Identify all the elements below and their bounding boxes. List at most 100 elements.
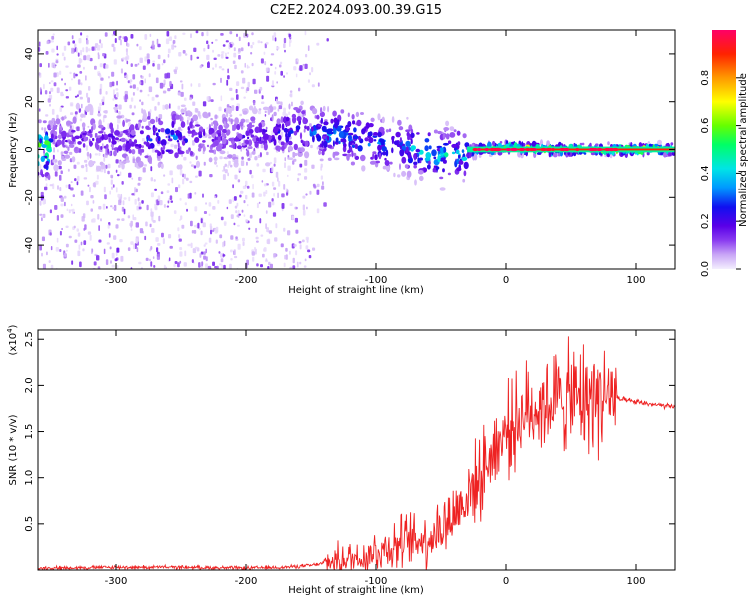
noise-blob	[50, 40, 54, 43]
ridge-blob	[236, 123, 241, 131]
noise-blob	[175, 187, 178, 193]
ridge-blob	[369, 160, 376, 165]
noise-blob	[169, 195, 173, 200]
noise-blob	[174, 144, 178, 149]
ridge-blob	[415, 148, 421, 153]
noise-blob	[68, 209, 71, 214]
noise-blob	[212, 261, 215, 266]
ridge-blob	[44, 140, 50, 146]
ridge-blob	[137, 121, 141, 129]
ridge-blob	[82, 132, 87, 136]
noise-blob	[206, 96, 210, 101]
noise-blob	[46, 40, 50, 45]
noise-blob	[169, 103, 171, 109]
colorbar-tick-label: 0.6	[700, 118, 711, 134]
noise-blob	[105, 64, 109, 69]
noise-blob	[148, 258, 151, 262]
tone-peak	[511, 147, 517, 152]
ridge-blob	[330, 118, 334, 124]
x-tick-label: -300	[105, 576, 128, 587]
ridge-blob	[271, 114, 274, 122]
ridge-blob	[378, 126, 385, 133]
noise-blob	[190, 242, 193, 249]
ridge-blob	[158, 129, 161, 133]
noise-blob	[263, 51, 266, 55]
noise-blob	[60, 214, 64, 218]
ridge-blob	[338, 131, 344, 138]
noise-blob	[118, 36, 121, 41]
noise-blob	[277, 192, 279, 199]
noise-blob	[206, 127, 209, 130]
ridge-blob	[364, 137, 369, 142]
ridge-blob	[160, 127, 165, 133]
noise-blob	[142, 167, 146, 173]
noise-blob	[177, 262, 180, 268]
noise-blob	[259, 86, 263, 91]
noise-blob	[194, 224, 196, 228]
noise-blob	[129, 79, 132, 85]
ridge-blob	[130, 129, 136, 136]
noise-blob	[77, 232, 81, 237]
noise-blob	[74, 95, 78, 98]
ridge-blob	[125, 159, 130, 163]
ridge-blob	[389, 161, 393, 165]
ridge-blob	[327, 144, 333, 149]
ridge-blob	[167, 138, 173, 142]
noise-blob	[77, 52, 80, 57]
noise-blob	[320, 175, 323, 180]
ridge-blob	[246, 123, 253, 128]
noise-blob	[304, 159, 308, 166]
ridge-blob	[47, 148, 52, 153]
noise-blob	[211, 229, 215, 233]
noise-blob	[265, 210, 268, 214]
noise-blob	[307, 79, 310, 83]
x-tick-label: -100	[365, 576, 388, 587]
noise-blob	[117, 124, 119, 130]
noise-blob	[238, 167, 242, 171]
noise-blob	[68, 86, 72, 91]
noise-blob	[84, 159, 88, 163]
snr-axes: -300 -200 -100 0 100 0.5 1.0 1.5 2.0 2.5	[24, 330, 675, 587]
noise-blob	[271, 201, 275, 206]
ridge-blob	[59, 125, 63, 131]
noise-blob	[150, 208, 153, 212]
ridge-blob	[146, 136, 149, 143]
ridge-blob	[377, 113, 381, 121]
noise-blob	[299, 163, 303, 168]
ridge-blob	[45, 161, 50, 166]
noise-blob	[86, 35, 89, 38]
noise-blob	[43, 148, 45, 154]
ridge-blob	[663, 152, 667, 158]
noise-blob	[122, 200, 125, 206]
ridge-blob	[462, 133, 467, 139]
noise-blob	[251, 251, 255, 256]
ridge-blob	[405, 140, 411, 147]
noise-blob	[60, 151, 64, 156]
noise-blob	[276, 46, 280, 50]
noise-blob	[263, 248, 266, 252]
noise-blob	[236, 33, 238, 37]
noise-blob	[296, 59, 299, 62]
noise-blob	[230, 214, 234, 219]
ridge-blob	[258, 122, 262, 130]
noise-blob	[64, 82, 66, 86]
noise-blob	[157, 43, 161, 48]
tone-peak	[541, 147, 546, 152]
noise-blob	[39, 87, 42, 92]
noise-blob	[39, 244, 42, 251]
ridge-blob	[215, 145, 222, 152]
noise-blob	[268, 230, 272, 234]
ridge-blob	[203, 130, 206, 136]
noise-blob	[85, 166, 88, 173]
noise-blob	[105, 259, 109, 265]
noise-blob	[97, 214, 100, 220]
noise-blob	[139, 57, 143, 63]
noise-blob	[265, 258, 268, 262]
ridge-blob	[164, 104, 169, 110]
noise-blob	[146, 204, 149, 211]
noise-blob	[230, 164, 233, 168]
ridge-blob	[285, 135, 290, 143]
ridge-blob	[463, 161, 469, 170]
noise-blob	[240, 47, 244, 52]
noise-blob	[309, 190, 312, 195]
